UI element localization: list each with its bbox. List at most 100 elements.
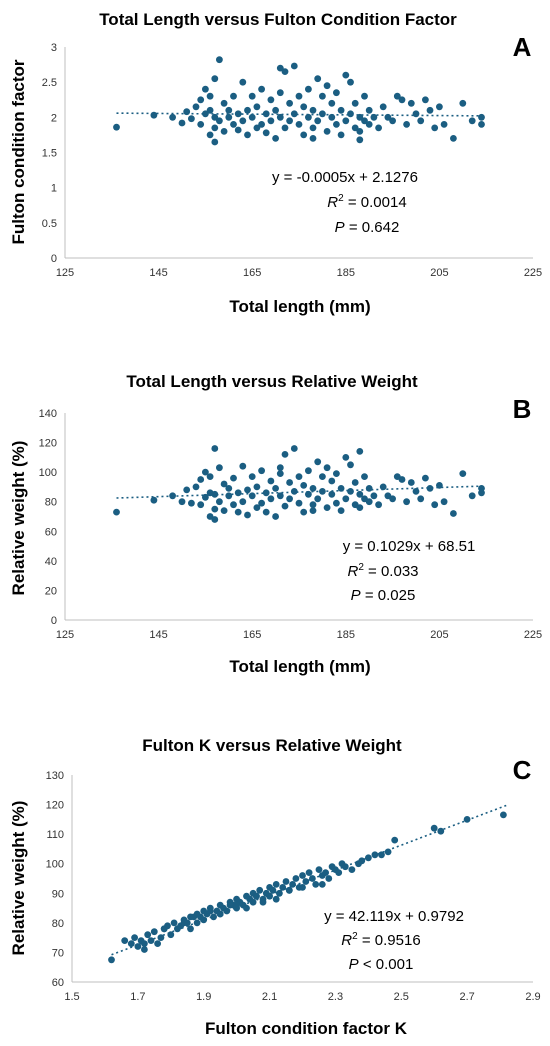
data-point (188, 115, 195, 123)
data-point (379, 103, 387, 111)
data-point (312, 881, 320, 888)
data-point (356, 136, 364, 144)
data-point (426, 485, 434, 492)
data-point (328, 477, 336, 485)
data-point (206, 473, 214, 480)
x-tick-label: 205 (430, 267, 448, 279)
data-point (328, 113, 336, 121)
data-point (267, 96, 275, 104)
data-point (180, 919, 188, 927)
data-point (258, 85, 265, 93)
data-point (206, 92, 214, 100)
data-points (113, 445, 485, 523)
data-point (333, 121, 340, 128)
data-point (206, 106, 214, 114)
data-point (234, 508, 242, 516)
y-tick-label: 100 (39, 467, 57, 479)
data-point (276, 889, 283, 897)
data-point (178, 119, 186, 127)
data-point (348, 866, 356, 873)
data-point (230, 121, 237, 128)
data-point (183, 486, 191, 494)
data-points (108, 811, 507, 964)
trendline (116, 112, 482, 117)
data-point (333, 89, 340, 97)
y-tick-label: 100 (46, 859, 64, 871)
data-point (239, 462, 247, 470)
data-point (309, 135, 317, 142)
data-point (144, 931, 152, 939)
x-tick-label: 2.5 (394, 991, 409, 1003)
data-point (258, 467, 265, 475)
data-point (178, 498, 186, 506)
data-point (248, 92, 256, 100)
data-point (398, 96, 406, 104)
data-point (216, 117, 223, 125)
data-point (300, 482, 308, 489)
data-point (478, 113, 485, 121)
data-point (279, 884, 287, 891)
data-point (187, 925, 194, 933)
y-tick-label: 20 (45, 585, 57, 597)
data-point (220, 507, 228, 514)
data-point (430, 824, 438, 832)
x-tick-label: 185 (337, 267, 355, 279)
data-point (276, 113, 284, 121)
data-point (211, 445, 219, 452)
data-point (393, 92, 401, 100)
data-point (249, 898, 257, 906)
data-point (211, 113, 219, 121)
data-point (206, 131, 214, 139)
data-point (225, 106, 233, 114)
data-point (309, 501, 317, 509)
data-point (286, 117, 293, 125)
chart-title: Total Length versus Relative Weight (126, 372, 418, 391)
chart-panel-b: Total Length versus Relative Weight B 0 20 4… (9, 372, 542, 676)
data-point (356, 490, 364, 498)
data-point (468, 117, 476, 125)
data-point (347, 488, 354, 495)
data-point (351, 99, 359, 107)
chart-title: Fulton K versus Relative Weight (142, 736, 402, 755)
data-point (333, 470, 340, 477)
data-point (276, 89, 284, 97)
data-point (192, 483, 200, 491)
data-point (500, 811, 507, 819)
data-point (300, 131, 308, 139)
data-point (356, 127, 364, 135)
data-point (431, 124, 439, 132)
x-tick-label: 205 (430, 629, 448, 641)
data-point (319, 92, 326, 100)
data-point (361, 92, 368, 100)
data-point (478, 121, 485, 128)
data-point (365, 106, 373, 114)
data-point (365, 498, 373, 506)
data-point (407, 99, 415, 107)
data-point (258, 499, 265, 507)
data-point (440, 498, 448, 506)
data-point (220, 99, 228, 107)
data-point (248, 473, 256, 480)
data-point (272, 485, 279, 492)
data-point (417, 495, 425, 503)
data-point (314, 458, 322, 466)
data-point (319, 473, 326, 480)
data-point (286, 99, 293, 107)
data-point (169, 113, 177, 121)
data-point (290, 488, 298, 495)
regression-equation: y = 0.1029x + 68.51 (343, 538, 476, 555)
data-point (305, 490, 312, 498)
data-point (335, 869, 343, 876)
y-tick-label: 0.5 (42, 218, 57, 230)
y-tick-label: 110 (46, 829, 64, 841)
data-point (356, 448, 364, 455)
data-point (230, 501, 237, 509)
data-point (309, 875, 316, 882)
data-point (375, 501, 382, 509)
y-tick-label: 130 (46, 770, 64, 782)
data-point (225, 485, 233, 492)
p-value: P = 0.025 (351, 587, 416, 604)
y-tick-label: 60 (45, 526, 57, 538)
data-point (314, 75, 322, 83)
r-squared: R2 = 0.033 (347, 562, 418, 580)
